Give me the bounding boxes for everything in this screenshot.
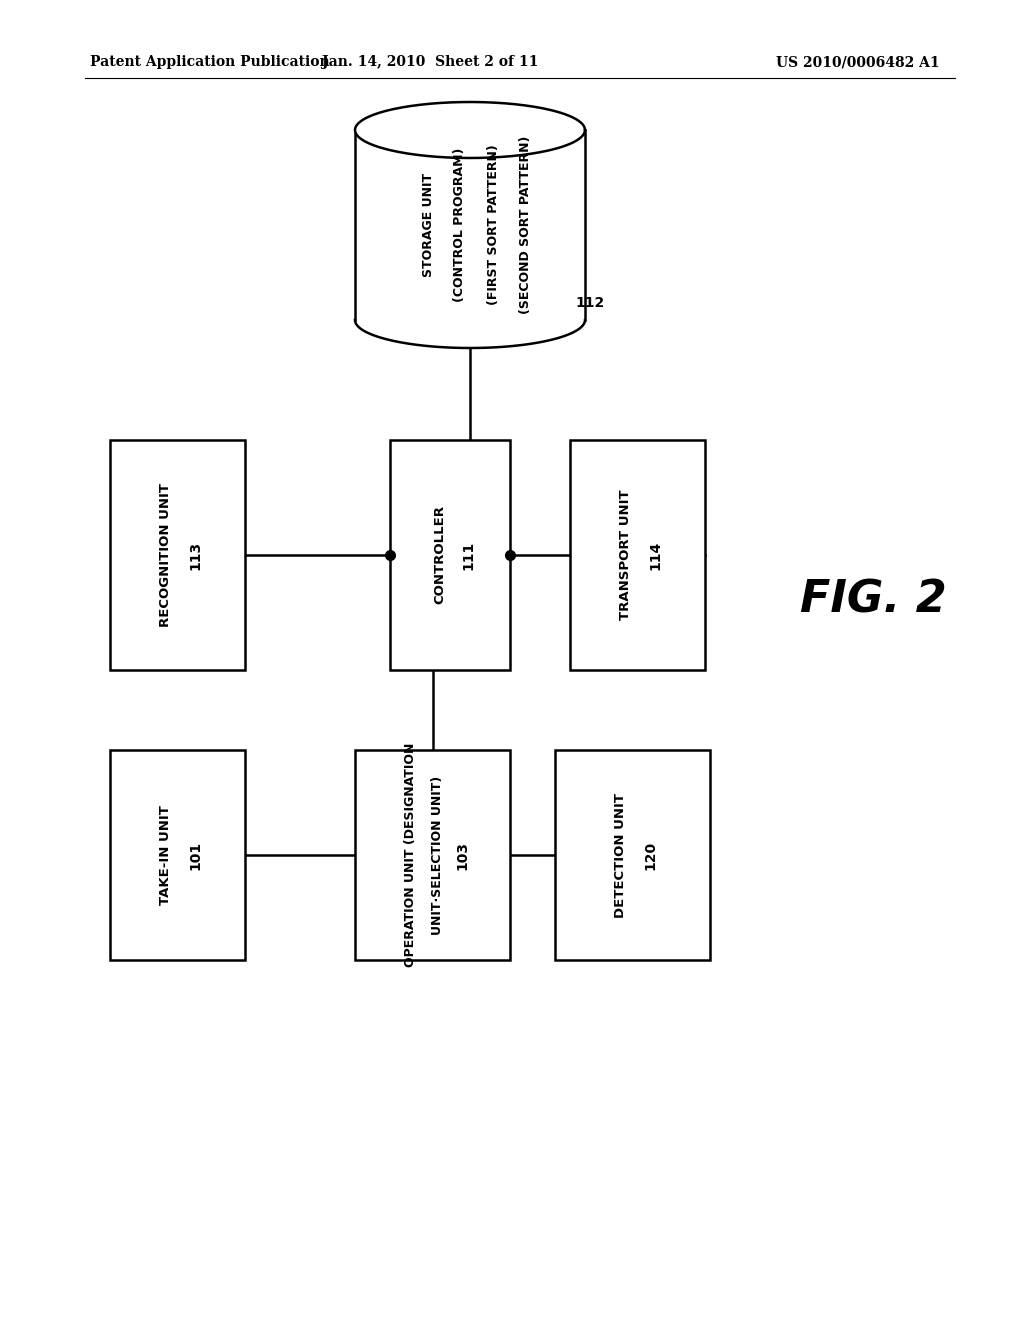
Text: Patent Application Publication: Patent Application Publication <box>90 55 330 69</box>
Text: 101: 101 <box>188 841 203 870</box>
Text: (CONTROL PROGRAM): (CONTROL PROGRAM) <box>454 148 467 302</box>
Text: OPERATION UNIT (DESIGNATION: OPERATION UNIT (DESIGNATION <box>404 743 417 968</box>
Bar <box>355 750 510 960</box>
Text: TAKE-IN UNIT: TAKE-IN UNIT <box>159 805 172 906</box>
Text: UNIT·SELECTION UNIT): UNIT·SELECTION UNIT) <box>431 775 444 935</box>
Text: FIG. 2: FIG. 2 <box>800 578 947 622</box>
Text: 103: 103 <box>456 841 469 870</box>
Text: 113: 113 <box>188 540 203 569</box>
Text: CONTROLLER: CONTROLLER <box>433 506 446 605</box>
Text: TRANSPORT UNIT: TRANSPORT UNIT <box>618 490 632 620</box>
Text: RECOGNITION UNIT: RECOGNITION UNIT <box>159 483 172 627</box>
Bar <box>570 440 705 671</box>
Bar <box>390 440 510 671</box>
Bar <box>110 440 245 671</box>
Text: 112: 112 <box>575 296 604 310</box>
Bar <box>110 750 245 960</box>
Text: (FIRST SORT PATTERN): (FIRST SORT PATTERN) <box>487 145 501 305</box>
Bar <box>555 750 710 960</box>
Text: 120: 120 <box>643 841 657 870</box>
Text: US 2010/0006482 A1: US 2010/0006482 A1 <box>776 55 940 69</box>
Text: 111: 111 <box>461 540 475 570</box>
Text: Jan. 14, 2010  Sheet 2 of 11: Jan. 14, 2010 Sheet 2 of 11 <box>322 55 539 69</box>
Text: STORAGE UNIT: STORAGE UNIT <box>422 173 434 277</box>
Text: 114: 114 <box>648 540 663 570</box>
Text: DETECTION UNIT: DETECTION UNIT <box>614 792 627 917</box>
Text: (SECOND SORT PATTERN): (SECOND SORT PATTERN) <box>519 136 532 314</box>
Polygon shape <box>355 102 585 158</box>
